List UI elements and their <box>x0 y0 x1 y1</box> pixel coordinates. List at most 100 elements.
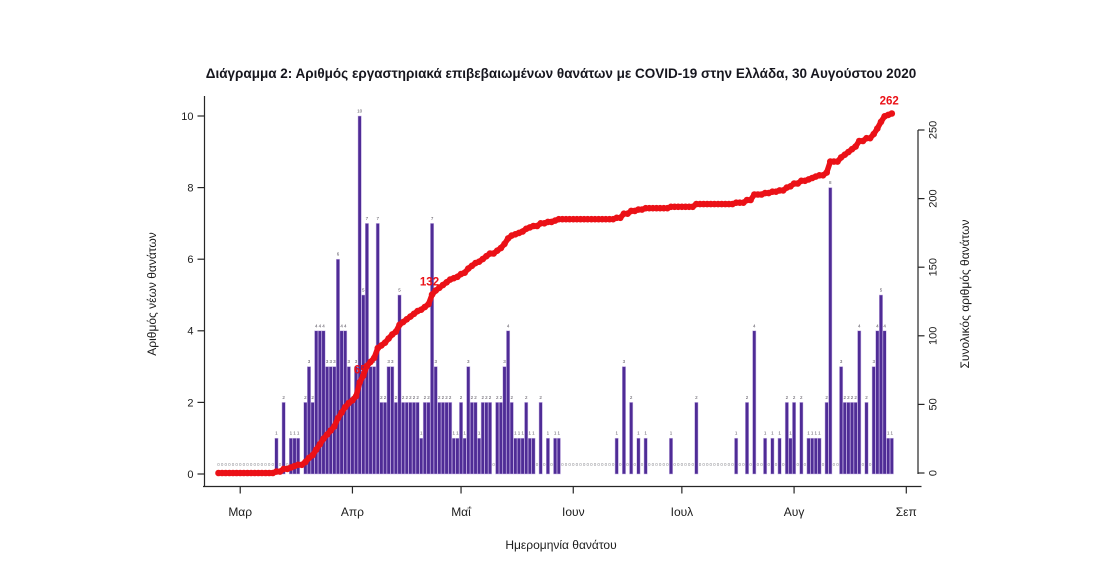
svg-text:1: 1 <box>463 431 466 436</box>
svg-text:0: 0 <box>224 462 227 467</box>
svg-text:2: 2 <box>449 395 452 400</box>
svg-text:2: 2 <box>844 395 847 400</box>
svg-text:4: 4 <box>507 323 510 328</box>
svg-text:8: 8 <box>829 180 832 185</box>
svg-text:6: 6 <box>337 252 340 257</box>
svg-text:0: 0 <box>691 462 694 467</box>
svg-text:0: 0 <box>583 462 586 467</box>
x-axis-title: Ημερομηνία θανάτου <box>505 538 616 552</box>
svg-text:2: 2 <box>474 395 477 400</box>
svg-text:3: 3 <box>623 359 626 364</box>
svg-text:0: 0 <box>492 462 495 467</box>
svg-text:3: 3 <box>326 359 329 364</box>
svg-text:4: 4 <box>187 326 193 338</box>
svg-text:3: 3 <box>503 359 506 364</box>
svg-text:0: 0 <box>536 462 539 467</box>
svg-text:1: 1 <box>453 431 456 436</box>
svg-text:3: 3 <box>391 359 394 364</box>
svg-text:0: 0 <box>268 462 271 467</box>
svg-text:2: 2 <box>380 395 383 400</box>
svg-text:0: 0 <box>728 462 731 467</box>
svg-text:0: 0 <box>862 462 865 467</box>
svg-text:3: 3 <box>355 359 358 364</box>
svg-text:0: 0 <box>279 462 282 467</box>
svg-text:0: 0 <box>253 462 256 467</box>
svg-text:4: 4 <box>858 323 861 328</box>
svg-text:6: 6 <box>187 254 193 266</box>
svg-text:200: 200 <box>928 189 940 207</box>
svg-text:2: 2 <box>746 395 749 400</box>
svg-text:0: 0 <box>681 462 684 467</box>
svg-text:1: 1 <box>891 431 894 436</box>
svg-text:2: 2 <box>445 395 448 400</box>
svg-text:5: 5 <box>362 288 365 293</box>
svg-text:0: 0 <box>652 462 655 467</box>
svg-text:0: 0 <box>597 462 600 467</box>
svg-text:1: 1 <box>764 431 767 436</box>
svg-text:0: 0 <box>286 462 289 467</box>
svg-text:0: 0 <box>822 462 825 467</box>
svg-text:2: 2 <box>496 395 499 400</box>
svg-text:0: 0 <box>742 462 745 467</box>
svg-text:0: 0 <box>590 462 593 467</box>
svg-text:2: 2 <box>786 395 789 400</box>
svg-text:2: 2 <box>851 395 854 400</box>
svg-text:0: 0 <box>579 462 582 467</box>
svg-text:4: 4 <box>344 323 347 328</box>
svg-text:Μαΐ: Μαΐ <box>451 505 472 519</box>
svg-text:65: 65 <box>354 364 367 376</box>
svg-text:4: 4 <box>322 323 325 328</box>
svg-text:0: 0 <box>804 462 807 467</box>
svg-text:1: 1 <box>771 431 774 436</box>
svg-text:0: 0 <box>684 462 687 467</box>
svg-text:4: 4 <box>876 323 879 328</box>
svg-text:2: 2 <box>460 395 463 400</box>
svg-text:0: 0 <box>217 462 220 467</box>
svg-text:2: 2 <box>854 395 857 400</box>
svg-text:4: 4 <box>319 323 322 328</box>
svg-text:0: 0 <box>619 462 622 467</box>
svg-text:0: 0 <box>626 462 629 467</box>
svg-text:2: 2 <box>489 395 492 400</box>
svg-text:1: 1 <box>887 431 890 436</box>
svg-text:2: 2 <box>424 395 427 400</box>
svg-text:0: 0 <box>561 462 564 467</box>
svg-text:0: 0 <box>608 462 611 467</box>
svg-text:2: 2 <box>395 395 398 400</box>
svg-text:0: 0 <box>710 462 713 467</box>
svg-text:4: 4 <box>315 323 318 328</box>
svg-text:2: 2 <box>402 395 405 400</box>
svg-text:1: 1 <box>807 431 810 436</box>
svg-text:0: 0 <box>663 462 666 467</box>
svg-text:2: 2 <box>510 395 513 400</box>
svg-text:0: 0 <box>659 462 662 467</box>
svg-text:0: 0 <box>688 462 691 467</box>
svg-text:1: 1 <box>778 431 781 436</box>
y-right-axis-title: Συνολικός αριθμός θανάτων <box>958 219 972 368</box>
svg-text:2: 2 <box>416 395 419 400</box>
svg-text:2: 2 <box>282 395 285 400</box>
svg-text:1: 1 <box>670 431 673 436</box>
svg-text:100: 100 <box>928 327 940 345</box>
svg-text:4: 4 <box>883 323 886 328</box>
svg-text:0: 0 <box>586 462 589 467</box>
svg-text:5: 5 <box>880 288 883 293</box>
svg-text:1: 1 <box>297 431 300 436</box>
svg-text:10: 10 <box>357 109 363 114</box>
annotation-labels: 65 132 262 <box>354 96 899 377</box>
svg-text:0: 0 <box>543 462 546 467</box>
svg-text:0: 0 <box>767 462 770 467</box>
svg-text:0: 0 <box>724 462 727 467</box>
svg-text:3: 3 <box>348 359 351 364</box>
svg-text:0: 0 <box>634 462 637 467</box>
svg-text:0: 0 <box>605 462 608 467</box>
svg-text:2: 2 <box>825 395 828 400</box>
svg-text:2: 2 <box>405 395 408 400</box>
svg-text:1: 1 <box>554 431 557 436</box>
svg-text:0: 0 <box>655 462 658 467</box>
svg-text:3: 3 <box>329 359 332 364</box>
svg-text:0: 0 <box>699 462 702 467</box>
svg-text:0: 0 <box>713 462 716 467</box>
svg-text:0: 0 <box>572 462 575 467</box>
